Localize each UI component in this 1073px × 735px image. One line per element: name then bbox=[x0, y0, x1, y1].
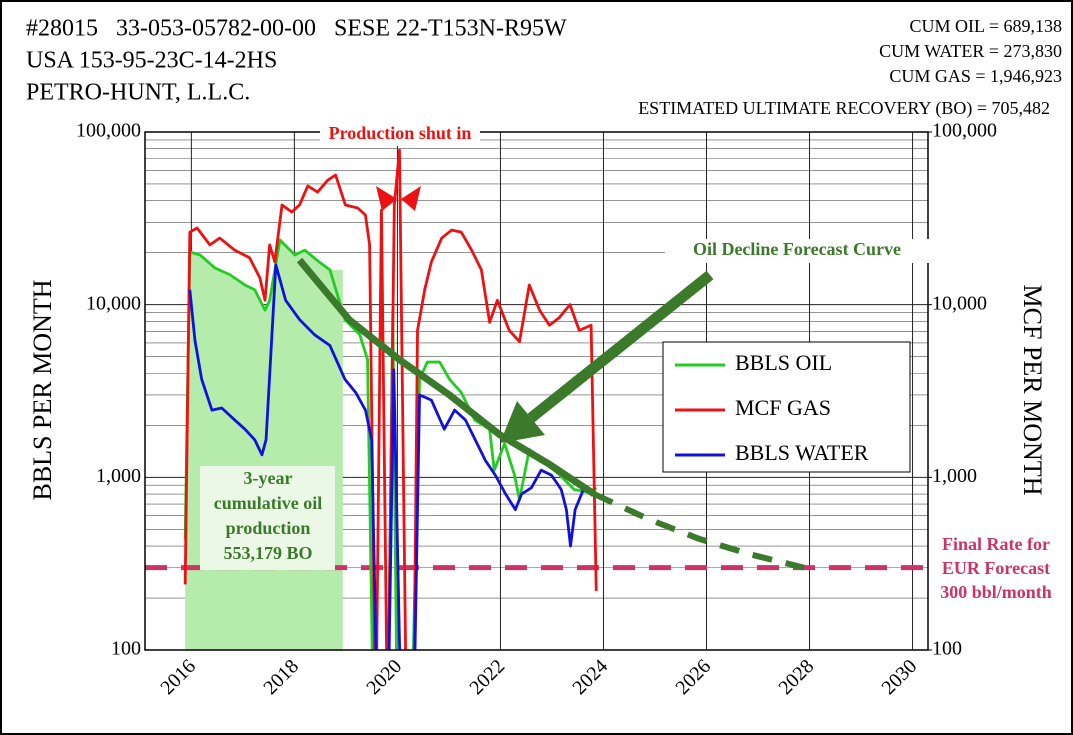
cumulative-label: 553,179 BO bbox=[223, 543, 312, 563]
header-stat: CUM WATER = 273,830 bbox=[879, 41, 1062, 61]
final-rate-label: EUR Forecast bbox=[942, 558, 1050, 578]
shut-in-label: Production shut in bbox=[329, 123, 472, 143]
cumulative-label: 3-year bbox=[244, 468, 293, 488]
forecast-arrow-shaft bbox=[527, 270, 714, 423]
y2-axis-title: MCF PER MONTH bbox=[1018, 285, 1047, 496]
final-rate-label: Final Rate for bbox=[942, 534, 1050, 554]
forecast-dashed-line bbox=[592, 491, 805, 571]
header-line: #28015 33-053-05782-00-00 SESE 22-T153N-… bbox=[26, 16, 567, 42]
header-stat: CUM OIL = 689,138 bbox=[910, 16, 1062, 36]
cumulative-label-bg bbox=[200, 466, 335, 570]
y-axis-title: BBLS PER MONTH bbox=[28, 279, 57, 500]
y-tick-label: 1,000 bbox=[96, 465, 141, 487]
y-tick-label: 10,000 bbox=[86, 292, 141, 314]
y2-tick-label: 100,000 bbox=[932, 120, 997, 142]
legend-label: MCF GAS bbox=[735, 395, 831, 420]
lines-layer bbox=[145, 148, 928, 650]
forecast-arrow-head bbox=[500, 401, 545, 443]
y2-tick-label: 10,000 bbox=[932, 292, 987, 314]
plot-frame bbox=[144, 131, 929, 651]
forecast-label-bg bbox=[665, 239, 930, 263]
shut-in-arrow-right bbox=[401, 186, 421, 211]
y-tick-label: 100,000 bbox=[76, 120, 141, 142]
legend-label: BBLS OIL bbox=[735, 350, 832, 375]
forecast-label: Oil Decline Forecast Curve bbox=[693, 239, 901, 259]
header-line: USA 153-95-23C-14-2HS bbox=[26, 48, 277, 74]
legend-label: BBLS WATER bbox=[735, 440, 869, 465]
cumulative-label: cumulative oil bbox=[214, 493, 323, 513]
legend: BBLS OIL MCF GAS BBLS WATER bbox=[662, 341, 911, 473]
final-rate-label: 300 bbl/month bbox=[940, 582, 1052, 602]
cumulative-label: production bbox=[226, 518, 311, 538]
series-line bbox=[183, 148, 598, 650]
y-tick-label: 100 bbox=[111, 638, 141, 660]
y2-tick-label: 1,000 bbox=[932, 465, 977, 487]
shut-in-bg bbox=[320, 124, 480, 146]
header-stat: ESTIMATED ULTIMATE RECOVERY (BO) = 705,4… bbox=[638, 98, 1050, 119]
shut-in-arrow-left bbox=[376, 186, 397, 211]
header-line: PETRO-HUNT, L.L.C. bbox=[26, 80, 250, 106]
forecast-line bbox=[296, 257, 597, 497]
y2-tick-label: 100 bbox=[932, 638, 962, 660]
series-line bbox=[188, 263, 594, 650]
header-stat: CUM GAS = 1,946,923 bbox=[889, 66, 1062, 86]
